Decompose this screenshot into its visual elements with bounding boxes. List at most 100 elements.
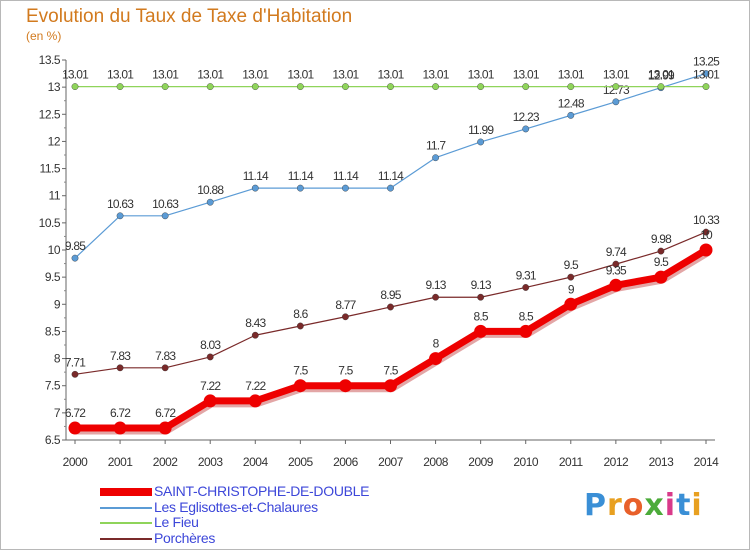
y-tick-label: 13 <box>48 80 61 94</box>
data-point <box>474 324 488 338</box>
x-tick-label: 2009 <box>468 455 494 469</box>
data-point <box>612 260 620 268</box>
data-point <box>609 278 623 292</box>
data-label: 10.63 <box>107 197 134 211</box>
data-point <box>71 254 79 262</box>
x-tick-label: 2004 <box>243 455 269 469</box>
data-point <box>206 198 214 206</box>
data-point <box>251 331 259 339</box>
data-label: 7.22 <box>245 379 266 393</box>
y-tick-label: 7 <box>54 406 61 420</box>
data-label: 13.01 <box>107 68 134 82</box>
data-point <box>567 111 575 119</box>
data-point <box>342 313 349 321</box>
data-label: 13.01 <box>62 68 89 82</box>
data-label: 8.77 <box>335 298 356 312</box>
series-line <box>74 72 707 259</box>
y-tick-label: 10 <box>48 243 61 257</box>
data-label: 9.35 <box>606 263 627 277</box>
data-point <box>432 154 439 162</box>
data-point <box>702 70 710 77</box>
data-label: 11.7 <box>426 139 446 153</box>
legend-swatch <box>100 506 152 509</box>
data-point <box>519 324 533 338</box>
series-line-shadow <box>76 248 710 435</box>
x-tick-label: 2011 <box>559 455 584 469</box>
data-label: 11.14 <box>243 169 269 183</box>
data-point <box>477 83 485 91</box>
data-label: 13.01 <box>513 68 540 82</box>
data-point <box>116 83 124 91</box>
data-point <box>432 293 439 301</box>
data-point <box>429 352 443 366</box>
data-point <box>477 138 485 146</box>
x-tick-label: 2010 <box>513 455 539 469</box>
data-point <box>296 83 304 91</box>
x-tick-label: 2006 <box>333 455 359 469</box>
data-point <box>657 247 665 255</box>
data-point <box>251 83 259 91</box>
legend-swatch <box>100 522 152 524</box>
logo-letter: o <box>622 488 645 523</box>
data-label: 12.99 <box>648 69 675 83</box>
data-label: 13.25 <box>693 55 720 69</box>
data-point <box>699 243 713 257</box>
y-tick-label: 11.5 <box>40 162 61 176</box>
data-point <box>116 364 124 372</box>
data-label: 6.72 <box>65 406 86 420</box>
y-tick-label: 9.5 <box>45 270 61 284</box>
data-label: 8.5 <box>519 309 534 323</box>
data-label: 13.01 <box>558 68 585 82</box>
data-point <box>161 364 169 372</box>
data-point <box>161 83 169 91</box>
data-point <box>387 303 394 311</box>
data-label: 11.14 <box>333 169 359 183</box>
y-tick-label: 9 <box>54 297 61 311</box>
data-point <box>432 83 439 91</box>
chart-unit: (en %) <box>26 29 62 43</box>
data-label: 8.03 <box>200 338 221 352</box>
chart-title: Evolution du Taux de Taxe d'Habitation <box>26 6 353 27</box>
data-label: 9.85 <box>65 239 86 253</box>
data-point <box>567 273 575 281</box>
data-point <box>384 379 397 393</box>
data-point <box>702 228 710 236</box>
data-point <box>71 83 79 91</box>
data-label: 13.01 <box>603 68 630 82</box>
data-point <box>657 83 665 91</box>
data-point <box>612 83 620 91</box>
data-point <box>342 184 349 192</box>
data-label: 9.13 <box>425 278 446 292</box>
data-label: 9.74 <box>606 245 627 259</box>
data-label: 6.72 <box>155 406 176 420</box>
data-label: 9.5 <box>654 255 669 269</box>
data-point <box>206 353 214 361</box>
data-label: 13.01 <box>197 68 224 82</box>
data-label: 9.31 <box>516 268 537 282</box>
data-point <box>248 394 262 408</box>
data-label: 9.13 <box>471 278 492 292</box>
data-label: 11.14 <box>378 169 404 183</box>
data-point <box>342 83 349 91</box>
logo-letter: i <box>691 488 703 523</box>
data-point <box>612 98 620 106</box>
logo-letter: r <box>607 488 623 523</box>
data-label: 10.63 <box>152 197 179 211</box>
data-label: 7.5 <box>293 364 308 378</box>
legend-swatch <box>100 488 152 496</box>
data-label: 13.01 <box>648 68 675 82</box>
data-label: 13.01 <box>423 68 450 82</box>
y-tick-label: 7.5 <box>45 379 61 393</box>
data-point <box>522 83 530 91</box>
data-point <box>71 370 79 378</box>
legend-label: SAINT-CHRISTOPHE-DE-DOUBLE <box>154 483 370 499</box>
data-label: 8.43 <box>245 316 266 330</box>
data-label: 8 <box>433 337 440 351</box>
x-tick-label: 2000 <box>63 455 89 469</box>
data-label: 9 <box>568 282 575 296</box>
data-label: 9.98 <box>651 232 672 246</box>
data-point <box>113 421 127 435</box>
y-tick-label: 8.5 <box>45 324 61 338</box>
data-point <box>203 394 217 408</box>
data-label: 13.01 <box>332 68 359 82</box>
